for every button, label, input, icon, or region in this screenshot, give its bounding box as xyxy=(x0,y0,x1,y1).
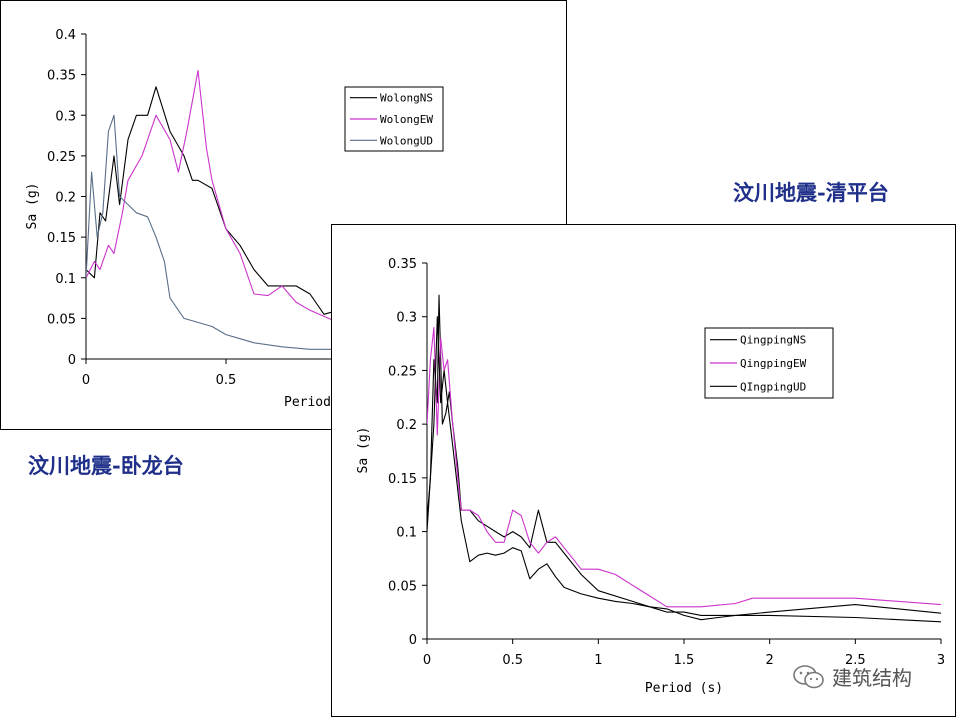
legend: QingpingNS QingpingEW QIngpingUD xyxy=(704,327,834,399)
y-tick-label: 0.2 xyxy=(55,191,76,206)
y-tick-label: 0.35 xyxy=(47,69,76,84)
y-tick-label: 0.25 xyxy=(388,364,417,379)
series-line-qingpingns xyxy=(427,294,941,616)
x-axis-label: Period (s) xyxy=(645,681,723,696)
x-tick-label: 1 xyxy=(594,653,602,668)
wolong-station-caption: 汶川地震-卧龙台 xyxy=(28,453,184,478)
y-tick-label: 0 xyxy=(409,633,417,648)
y-tick-label: 0.1 xyxy=(55,272,76,287)
legend-label: QingpingNS xyxy=(740,334,806,347)
legend: WolongNS WolongEW WolongUD xyxy=(344,86,444,152)
wolong-chart-panel: 00.050.10.150.20.250.30.350.400.511.5Per… xyxy=(0,0,568,430)
y-tick-label: 0.05 xyxy=(388,579,417,594)
legend-label: QIngpingUD xyxy=(740,380,806,393)
qingping-chart-panel: 0 0.05 0.1 0.15 0.2 0.25 0.3 0.35 0 0.5 1 1.5 2 2.5 3 P… xyxy=(331,224,956,717)
wolong-response-spectrum-chart: 00.050.10.150.20.250.30.350.400.511.5Per… xyxy=(25,28,568,410)
legend-label: WolongNS xyxy=(380,92,433,105)
watermark: 建筑结构 xyxy=(792,662,912,691)
series-line-qingpingud xyxy=(427,316,941,623)
y-tick-label: 0.25 xyxy=(47,150,76,165)
x-tick-label: 2.5 xyxy=(845,653,866,668)
y-tick-label: 0 xyxy=(68,353,76,368)
y-tick-label: 0.4 xyxy=(55,28,76,43)
y-tick-label: 0.1 xyxy=(396,526,417,541)
y-axis-label: Sa (g) xyxy=(356,427,371,474)
qingping-response-spectrum-chart: 0 0.05 0.1 0.15 0.2 0.25 0.3 0.35 0 0.5 1 1.5 2 2.5 3 P… xyxy=(356,257,945,696)
x-tick-label: 2 xyxy=(766,653,774,668)
legend-label: WolongEW xyxy=(380,113,433,126)
wechat-icon xyxy=(793,664,824,688)
x-tick-label: 0 xyxy=(82,373,90,388)
x-tick-label: 1.5 xyxy=(674,653,695,668)
y-tick-label: 0.3 xyxy=(55,109,76,124)
x-tick-label: 0.5 xyxy=(216,373,237,388)
watermark-text: 建筑结构 xyxy=(832,666,912,690)
y-tick-label: 0.15 xyxy=(388,472,417,487)
x-tick-label: 0 xyxy=(423,653,431,668)
legend-label: QingpingEW xyxy=(740,357,807,370)
y-tick-label: 0.15 xyxy=(47,231,76,246)
y-tick-label: 0.05 xyxy=(47,312,76,327)
qingping-station-caption: 汶川地震-清平台 xyxy=(733,180,889,205)
y-tick-label: 0.3 xyxy=(396,311,417,326)
x-tick-label: 3 xyxy=(937,653,945,668)
legend-label: WolongUD xyxy=(380,134,433,147)
x-axis-label: Period xyxy=(284,395,331,410)
series-line-qingpingew xyxy=(427,326,941,608)
y-tick-label: 0.35 xyxy=(388,257,417,272)
y-tick-label: 0.2 xyxy=(396,418,417,433)
x-tick-label: 0.5 xyxy=(502,653,523,668)
y-axis-label: Sa (g) xyxy=(25,183,40,230)
